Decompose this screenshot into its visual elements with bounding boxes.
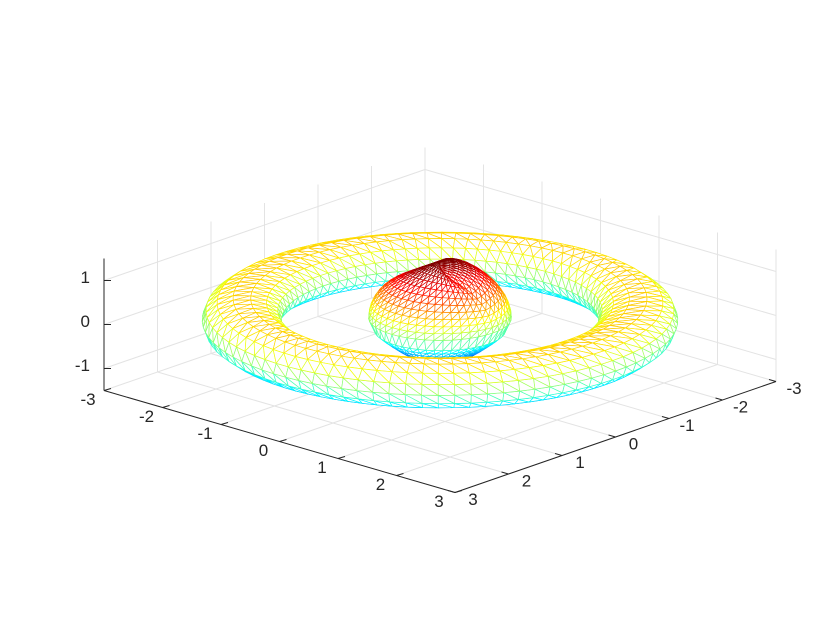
mesh-face	[441, 297, 450, 306]
y-tick-label: -1	[679, 416, 694, 435]
y-tick-mark	[715, 397, 723, 401]
surface-mesh	[201, 231, 679, 409]
x-tick-mark	[454, 490, 463, 493]
y-tick-label: 1	[575, 453, 584, 472]
grid-line	[103, 169, 426, 281]
z-tick-label: 1	[81, 268, 90, 287]
y-tick-mark	[768, 379, 777, 382]
x-tick-mark	[103, 388, 112, 391]
y-tick-mark	[501, 471, 509, 475]
x-tick-label: 3	[434, 492, 443, 511]
y-tick-mark	[447, 490, 456, 493]
z-tick-label: -1	[75, 356, 90, 375]
y-tick-label: 3	[468, 490, 477, 509]
x-tick-mark	[220, 422, 229, 425]
y-tick-label: -3	[786, 379, 801, 398]
y-tick-mark	[661, 416, 670, 419]
grid-line	[157, 371, 509, 475]
x-tick-label: 2	[376, 475, 385, 494]
x-tick-mark	[162, 405, 170, 408]
grid-line	[424, 169, 777, 272]
y-tick-mark	[554, 453, 563, 456]
y-tick-mark	[608, 434, 616, 438]
x-tick-label: -1	[197, 424, 212, 443]
mesh-face	[435, 289, 443, 298]
x-tick-mark	[396, 473, 404, 476]
mesh-face	[453, 372, 472, 385]
x-axis-ticks: -3 -2 -1 0 1 2 3	[80, 388, 463, 511]
x-tick-label: -3	[80, 390, 95, 409]
y-tick-label: -2	[733, 397, 748, 416]
x-tick-label: -2	[139, 407, 154, 426]
x-tick-mark	[337, 456, 346, 459]
z-axis-ticks: -1 0 1	[75, 268, 111, 375]
y-tick-label: 0	[629, 434, 638, 453]
y-tick-label: 2	[522, 471, 531, 490]
y-axis-ticks: -3 -2 -1 0 1 2 3	[447, 379, 802, 509]
x-tick-label: 0	[259, 441, 268, 460]
x-tick-mark	[279, 439, 287, 442]
x-tick-label: 1	[317, 458, 326, 477]
z-tick-label: 0	[81, 312, 90, 331]
